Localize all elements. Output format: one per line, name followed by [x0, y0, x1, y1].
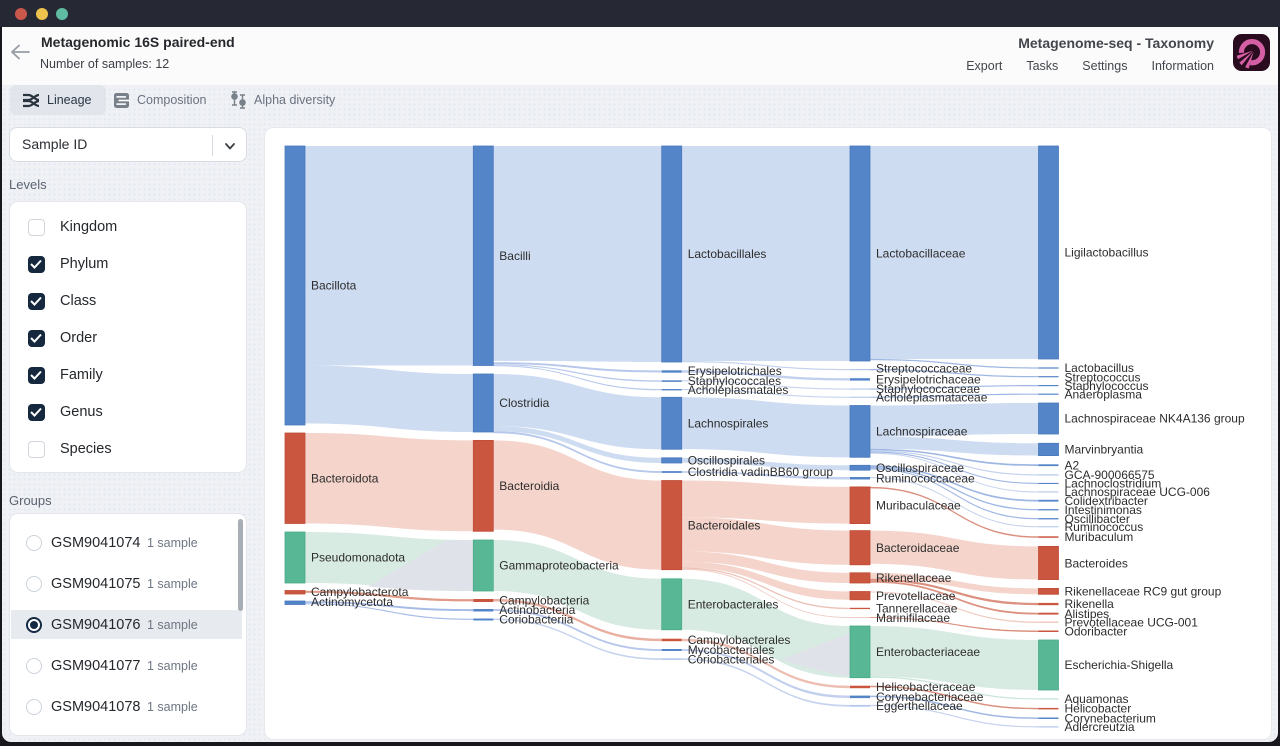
svg-text:Marinifilaceae: Marinifilaceae: [876, 611, 950, 625]
svg-text:Tannerellaceae: Tannerellaceae: [876, 602, 958, 616]
svg-text:Clostridia vadinBB60 group: Clostridia vadinBB60 group: [688, 465, 834, 479]
svg-text:Lachnospiraceae NK4A136 group: Lachnospiraceae NK4A136 group: [1065, 412, 1245, 426]
svg-text:Corynebacterium: Corynebacterium: [1065, 711, 1156, 725]
svg-text:Helicobacter: Helicobacter: [1065, 702, 1132, 716]
svg-text:Acholeplasmataceae: Acholeplasmataceae: [876, 390, 988, 404]
svg-text:Odoribacter: Odoribacter: [1065, 625, 1128, 639]
svg-text:Lactobacillaceae: Lactobacillaceae: [876, 247, 966, 261]
svg-text:Bacilli: Bacilli: [499, 249, 530, 263]
svg-text:Actinomycetota: Actinomycetota: [311, 595, 393, 609]
svg-text:Eggerthellaceae: Eggerthellaceae: [876, 699, 963, 713]
svg-text:Lachnoclostridium: Lachnoclostridium: [1065, 477, 1162, 491]
svg-text:Bacillota: Bacillota: [311, 279, 357, 293]
svg-text:Marvinbryantia: Marvinbryantia: [1065, 442, 1144, 456]
svg-text:Erysipelotrichaceae: Erysipelotrichaceae: [876, 373, 981, 387]
svg-text:Bacteroidaceae: Bacteroidaceae: [876, 541, 960, 555]
svg-text:Anaeroplasma: Anaeroplasma: [1065, 388, 1143, 402]
svg-text:Oscillospiraceae: Oscillospiraceae: [876, 461, 964, 475]
svg-text:Lactobacillus: Lactobacillus: [1065, 361, 1134, 375]
svg-text:A2: A2: [1065, 458, 1080, 472]
svg-text:Rikenellaceae: Rikenellaceae: [876, 571, 952, 585]
svg-text:Erysipelotrichales: Erysipelotrichales: [688, 364, 782, 378]
svg-text:Bacteroidia: Bacteroidia: [499, 479, 559, 493]
svg-text:Alistipes: Alistipes: [1065, 607, 1110, 621]
svg-text:Rikenella: Rikenella: [1065, 597, 1115, 611]
svg-text:Ruminococcaceae: Ruminococcaceae: [876, 472, 975, 486]
svg-text:Aquamonas: Aquamonas: [1065, 692, 1129, 706]
svg-text:Coriobacteriia: Coriobacteriia: [499, 613, 573, 627]
svg-text:Mycobacteriales: Mycobacteriales: [688, 643, 775, 657]
svg-text:Campylobacteria: Campylobacteria: [499, 594, 589, 608]
svg-text:Rikenellaceae RC9 gut group: Rikenellaceae RC9 gut group: [1065, 585, 1222, 599]
svg-text:Campylobacterales: Campylobacterales: [688, 633, 791, 647]
svg-text:Ligilactobacillus: Ligilactobacillus: [1065, 246, 1149, 260]
svg-text:Oscillospirales: Oscillospirales: [688, 454, 765, 468]
svg-text:Muribaculum: Muribaculum: [1065, 530, 1134, 544]
svg-text:Lachnospiraceae UCG-006: Lachnospiraceae UCG-006: [1065, 485, 1211, 499]
svg-text:Acholeplasmatales: Acholeplasmatales: [688, 383, 789, 397]
svg-text:Staphylococcales: Staphylococcales: [688, 374, 781, 388]
svg-text:Lachnospirales: Lachnospirales: [688, 417, 769, 431]
svg-text:Lachnospiraceae: Lachnospiraceae: [876, 425, 968, 439]
svg-text:Corynebacteriaceae: Corynebacteriaceae: [876, 690, 984, 704]
svg-text:Colidextribacter: Colidextribacter: [1065, 494, 1148, 508]
svg-text:Prevotellaceae UCG-001: Prevotellaceae UCG-001: [1065, 615, 1199, 629]
svg-text:Clostridia: Clostridia: [499, 396, 549, 410]
svg-text:Staphylococcaceae: Staphylococcaceae: [876, 382, 980, 396]
svg-text:Prevotellaceae: Prevotellaceae: [876, 589, 956, 603]
svg-text:Pseudomonadota: Pseudomonadota: [311, 551, 405, 565]
svg-text:GCA-900066575: GCA-900066575: [1065, 468, 1155, 482]
svg-text:Gammaproteobacteria: Gammaproteobacteria: [499, 559, 619, 573]
svg-text:Streptococcaceae: Streptococcaceae: [876, 362, 972, 376]
svg-text:Streptococcus: Streptococcus: [1065, 371, 1141, 385]
svg-text:Bacteroidota: Bacteroidota: [311, 471, 379, 485]
svg-text:Bacteroides: Bacteroides: [1065, 557, 1128, 571]
svg-text:Actinobacteria: Actinobacteria: [499, 603, 575, 617]
svg-text:Coriobacteriales: Coriobacteriales: [688, 653, 775, 667]
svg-text:Lactobacillales: Lactobacillales: [688, 247, 767, 261]
svg-text:Adlercreutzia: Adlercreutzia: [1065, 720, 1135, 734]
svg-text:Helicobacteraceae: Helicobacteraceae: [876, 680, 976, 694]
svg-text:Bacteroidales: Bacteroidales: [688, 518, 761, 532]
svg-text:Staphylococcus: Staphylococcus: [1065, 379, 1149, 393]
svg-text:Ruminococcus: Ruminococcus: [1065, 520, 1144, 534]
svg-text:Intestinimonas: Intestinimonas: [1065, 503, 1142, 517]
svg-text:Campylobacterota: Campylobacterota: [311, 585, 409, 599]
svg-text:Enterobacteriaceae: Enterobacteriaceae: [876, 645, 980, 659]
svg-text:Oscillibacter: Oscillibacter: [1065, 512, 1130, 526]
svg-text:Escherichia-Shigella: Escherichia-Shigella: [1065, 658, 1174, 672]
svg-text:Muribaculaceae: Muribaculaceae: [876, 498, 961, 512]
svg-text:Enterobacterales: Enterobacterales: [688, 598, 779, 612]
